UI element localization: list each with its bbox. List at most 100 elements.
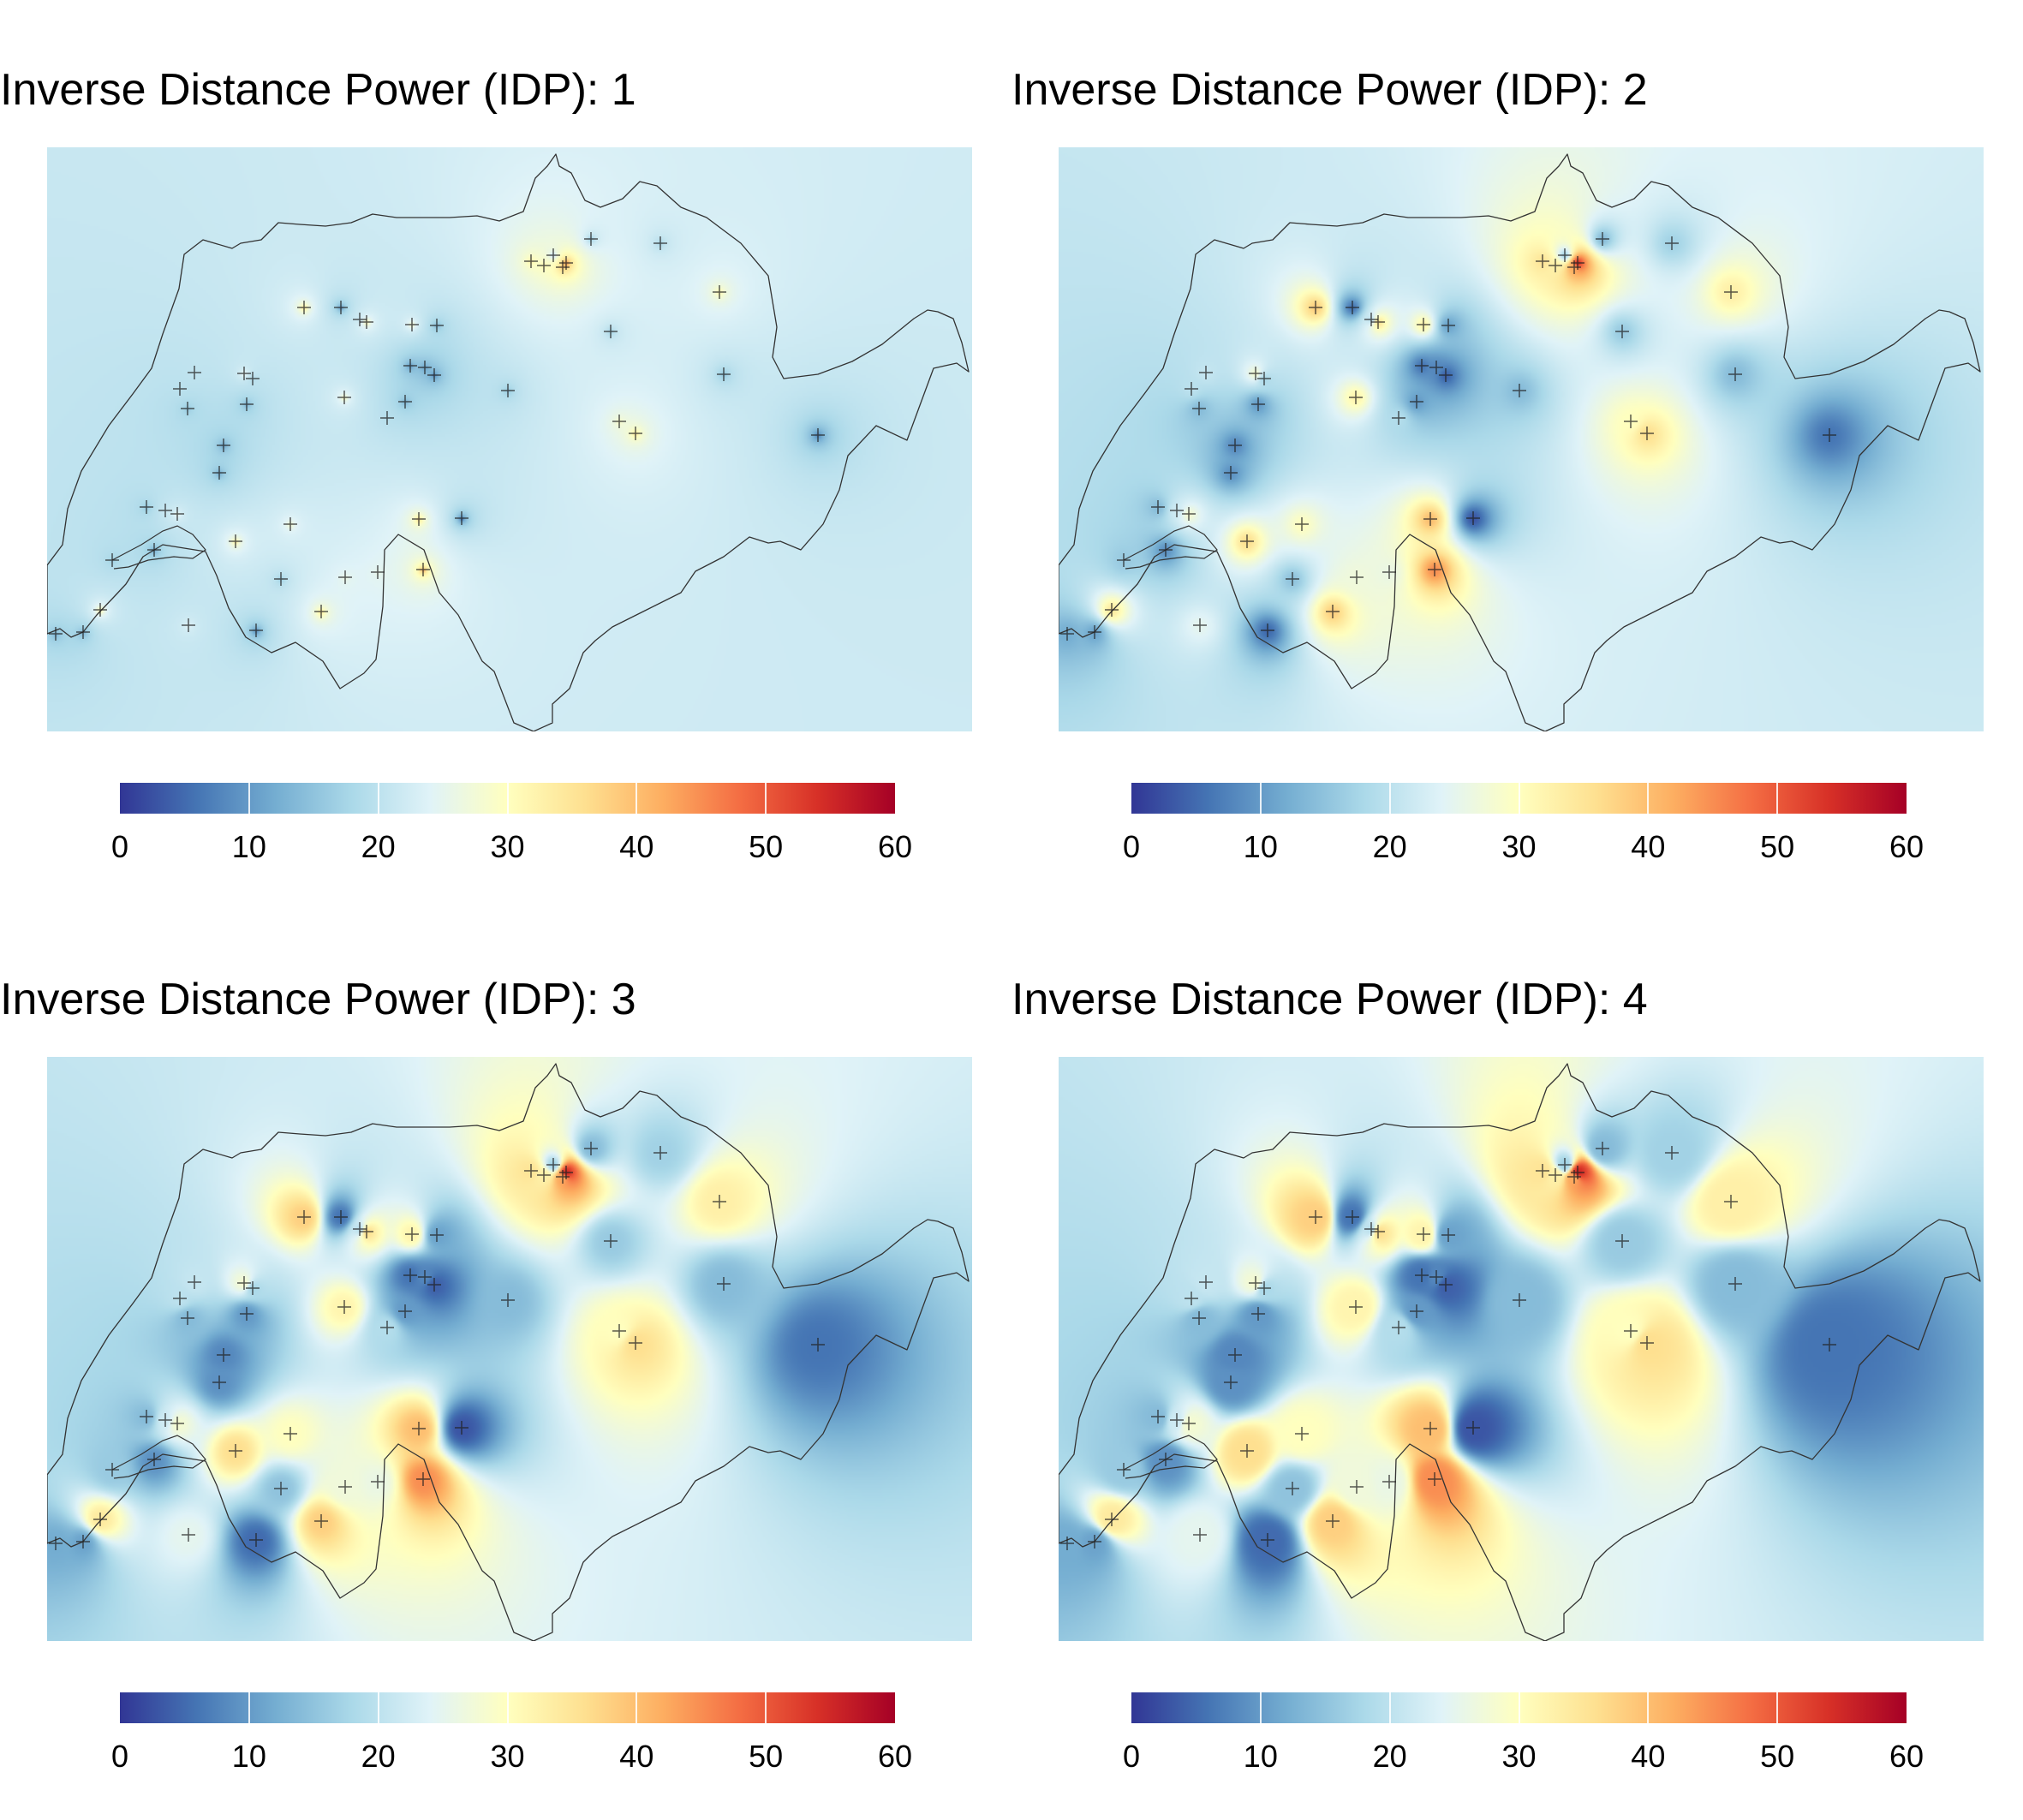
idw-map	[47, 147, 972, 731]
station-marker	[93, 603, 107, 617]
station-marker	[1193, 1528, 1207, 1542]
legend-tick-mark	[1776, 783, 1779, 814]
station-marker	[93, 1513, 107, 1526]
station-marker	[237, 367, 251, 380]
legend-tick-label: 30	[490, 1739, 525, 1774]
legend-tick-mark	[377, 1692, 379, 1723]
country-border	[47, 153, 970, 731]
legend-tick-mark	[1259, 783, 1262, 814]
station-marker	[653, 1146, 667, 1160]
station-marker	[1350, 1480, 1364, 1494]
station-marker	[49, 627, 63, 641]
legend-tick-mark	[1518, 1692, 1520, 1723]
station-marker	[338, 1480, 352, 1494]
station-marker	[1117, 1463, 1131, 1477]
station-marker	[1326, 1514, 1340, 1528]
station-marker	[713, 285, 726, 299]
map-svg	[1059, 147, 1984, 731]
station-marker	[612, 1324, 626, 1338]
station-marker	[173, 1292, 187, 1305]
station-marker	[76, 1535, 90, 1548]
legend-tick-label: 60	[1889, 1739, 1925, 1774]
station-marker	[1417, 318, 1430, 331]
station-marker	[1240, 534, 1254, 548]
station-marker	[1257, 372, 1271, 385]
station-marker	[416, 563, 430, 576]
station-marker	[1382, 1475, 1396, 1489]
station-marker	[1558, 248, 1572, 262]
station-marker	[182, 618, 195, 632]
station-marker	[1295, 517, 1309, 531]
station-marker	[1415, 359, 1429, 373]
idw-map	[1059, 1057, 1984, 1641]
legend-tick-label: 0	[1122, 829, 1141, 864]
station-marker	[1185, 1292, 1198, 1305]
station-marker	[353, 1222, 367, 1236]
station-marker	[1105, 603, 1119, 617]
legend-tick-mark	[1259, 1692, 1262, 1723]
legend-tick-label: 10	[231, 1739, 266, 1774]
station-marker	[418, 361, 432, 374]
station-marker	[105, 553, 119, 567]
station-marker	[1549, 259, 1562, 272]
station-marker	[337, 1300, 351, 1314]
interpolated-surface	[47, 1057, 972, 1641]
station-marker	[1349, 391, 1363, 404]
station-marker	[314, 1514, 328, 1528]
legend-tick-label: 10	[231, 829, 266, 864]
station-marker	[212, 1375, 226, 1389]
legend-tick-mark	[248, 783, 250, 814]
map-panel-idp-4: Inverse Distance Power (IDP): 4 0 10 20 30 40…	[1012, 910, 2023, 1819]
station-marker	[501, 1293, 515, 1307]
legend-tick-label: 60	[1889, 829, 1925, 864]
station-marker	[403, 1268, 417, 1282]
station-marker	[427, 1278, 441, 1292]
station-marker	[1224, 1375, 1238, 1389]
station-marker	[1117, 553, 1131, 567]
station-marker	[1170, 1413, 1184, 1427]
station-marker	[1240, 1444, 1254, 1458]
station-marker	[1423, 512, 1437, 526]
station-marker	[1182, 507, 1196, 521]
legend-tick-mark	[1647, 783, 1650, 814]
station-marker	[1415, 1268, 1429, 1282]
color-legend: 0 10 20 30 40 50 60	[1123, 1692, 1924, 1774]
station-marker	[1423, 1422, 1437, 1435]
station-marker	[217, 439, 230, 452]
lake-outline	[111, 525, 206, 570]
station-marker	[240, 397, 254, 411]
legend-tick-label: 50	[749, 1739, 784, 1774]
station-marker	[524, 1164, 538, 1178]
station-marker	[430, 319, 444, 332]
station-marker	[1466, 511, 1480, 525]
station-marker	[334, 301, 348, 314]
station-marker	[1261, 1533, 1274, 1547]
legend-tick-mark	[636, 1692, 638, 1723]
station-marker	[1466, 1421, 1480, 1435]
station-marker	[604, 1234, 618, 1248]
station-marker	[546, 1158, 560, 1172]
country-border	[1059, 153, 1981, 731]
map-svg	[47, 1057, 972, 1641]
station-marker	[1199, 1275, 1213, 1289]
legend-tick-label: 40	[619, 1739, 654, 1774]
station-marker	[1088, 1535, 1101, 1548]
station-marker	[455, 511, 468, 525]
lake-outline	[1123, 1435, 1218, 1479]
station-marker	[338, 570, 352, 584]
station-marker	[1364, 1222, 1378, 1236]
station-marker	[229, 534, 242, 548]
station-marker	[1060, 1537, 1074, 1550]
station-marker	[1346, 301, 1359, 314]
station-marker	[584, 1142, 598, 1155]
color-legend: 0 10 20 30 40 50 60	[111, 1692, 912, 1774]
station-marker	[140, 500, 153, 514]
station-marker	[1665, 236, 1679, 250]
station-marker	[1640, 427, 1654, 440]
station-marker	[1309, 1210, 1322, 1224]
station-marker	[1823, 428, 1836, 442]
station-marker	[418, 1270, 432, 1284]
station-marker	[1624, 415, 1638, 428]
station-marker	[360, 1225, 373, 1238]
station-marker	[1151, 500, 1165, 514]
